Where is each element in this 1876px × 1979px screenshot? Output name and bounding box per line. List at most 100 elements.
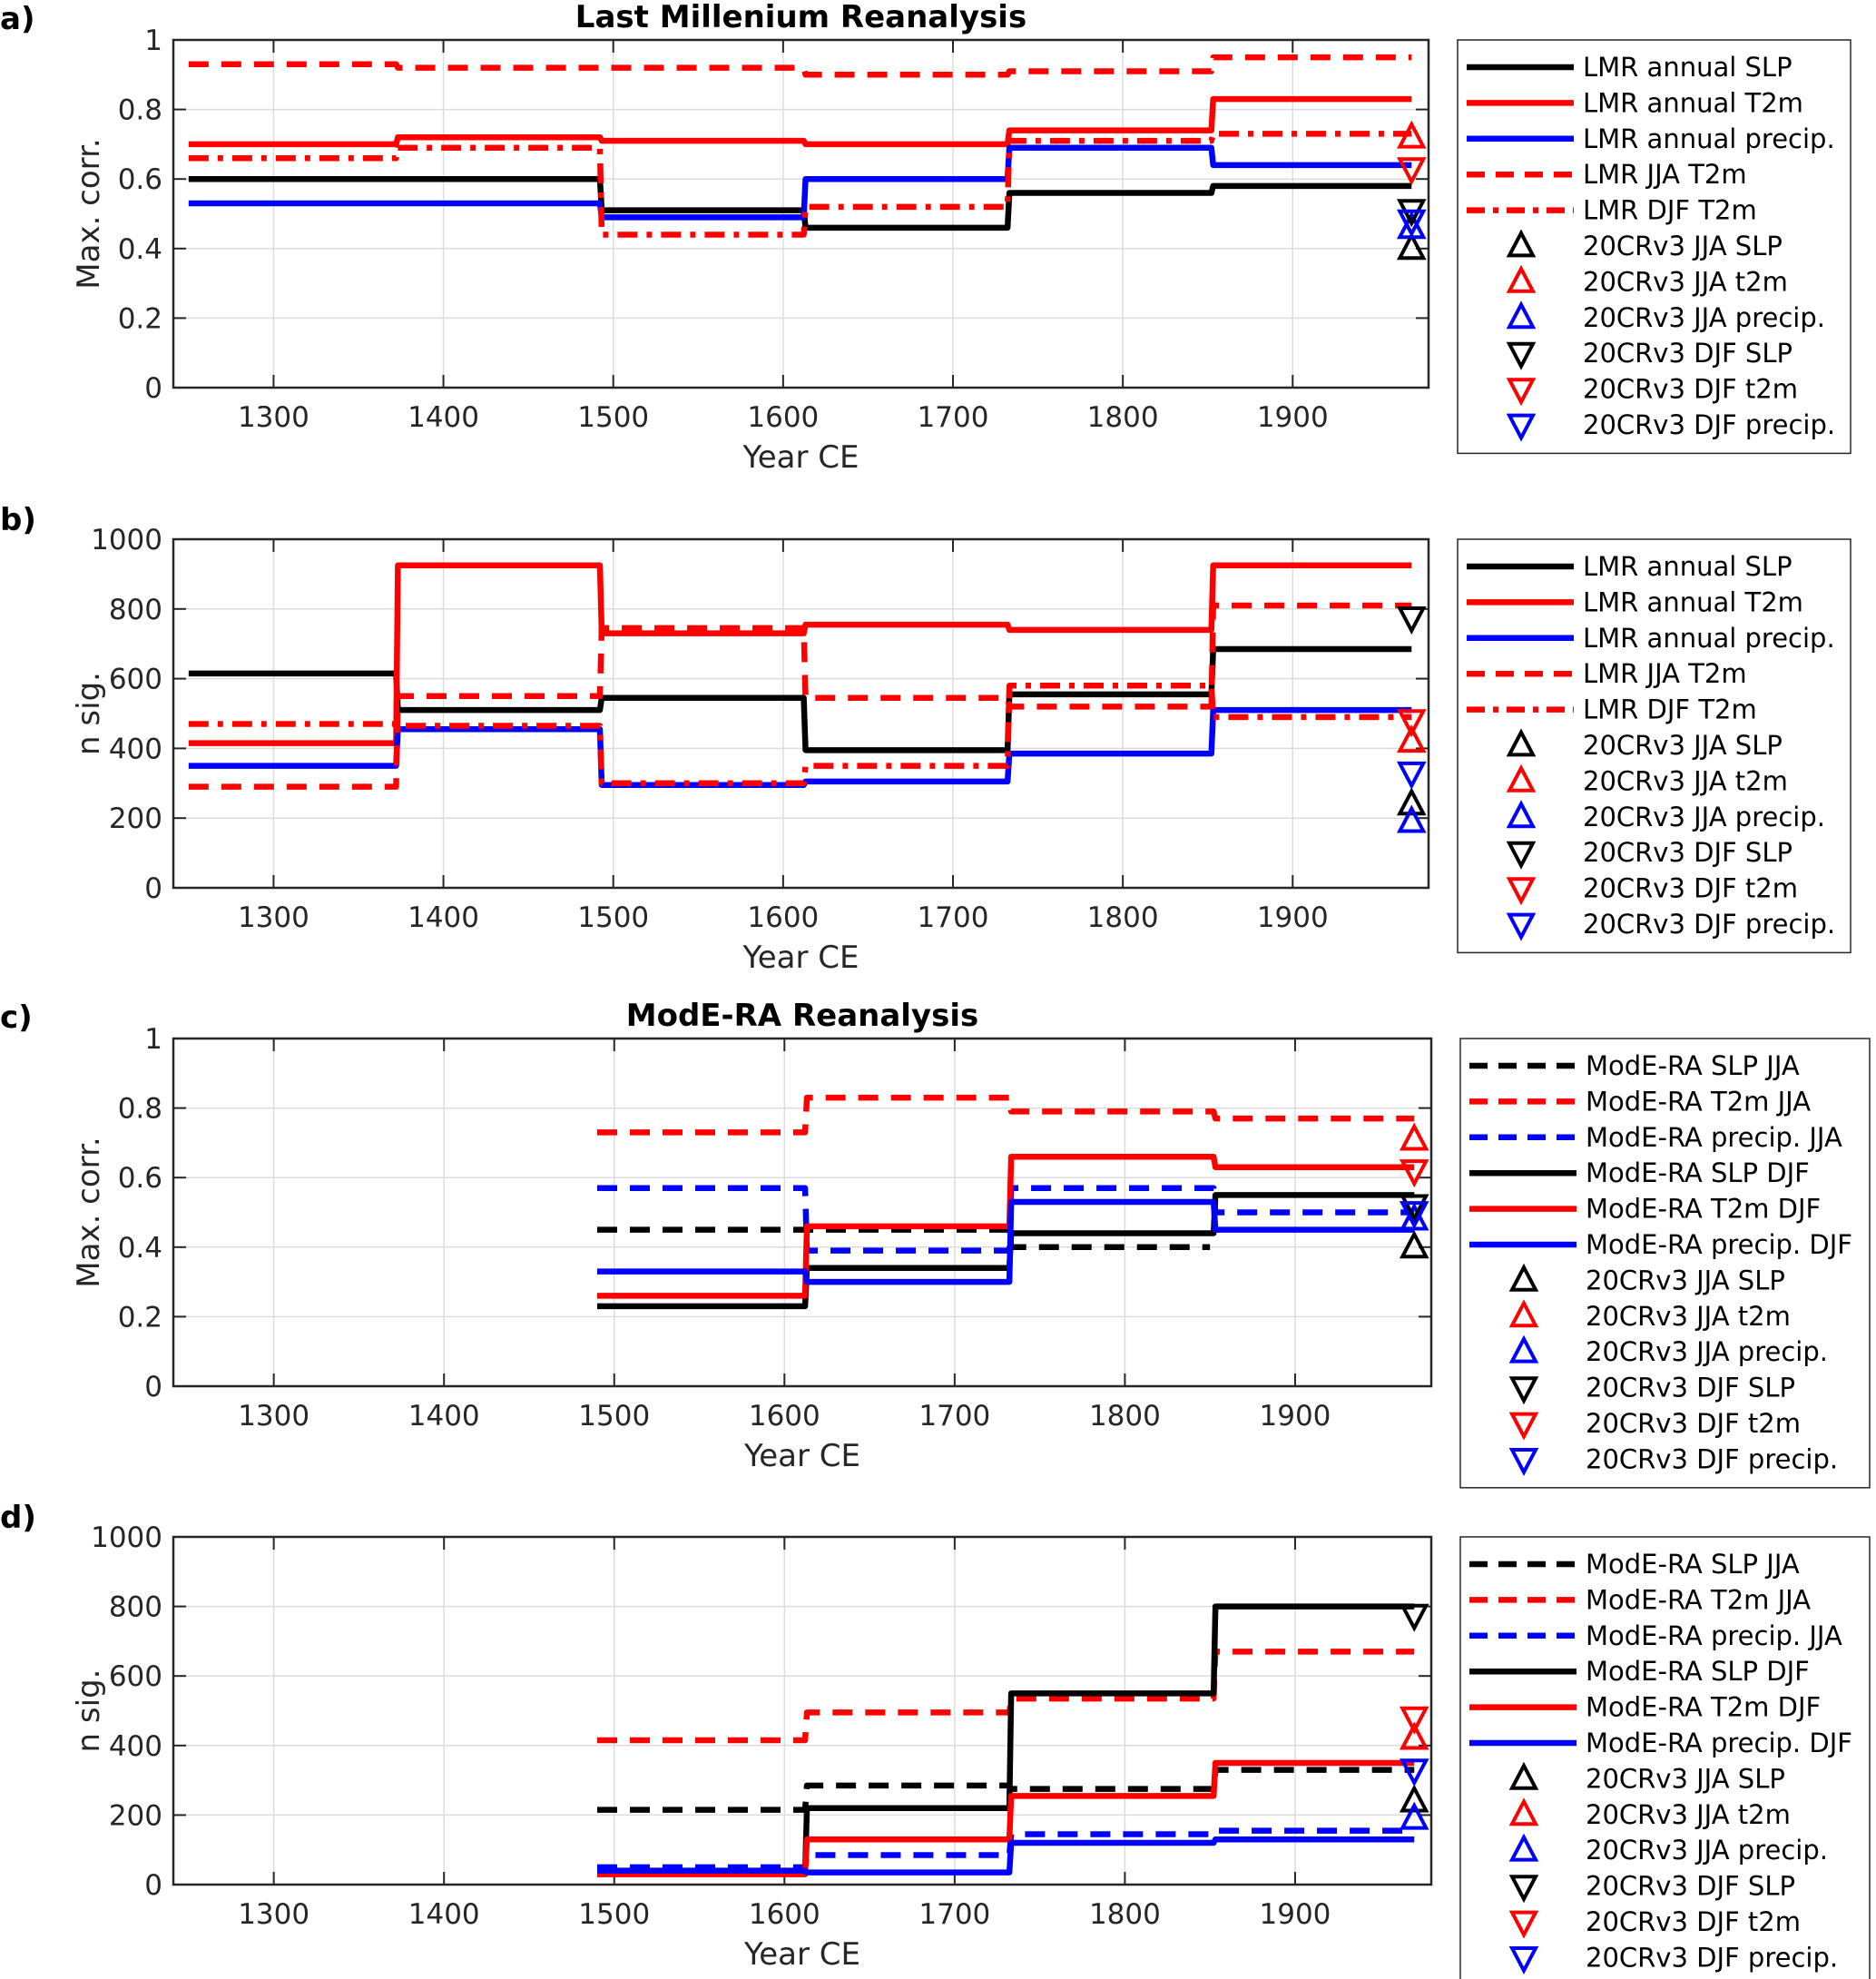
legend-label: ModE-RA precip. JJA [1586, 1122, 1842, 1153]
y-tick-label: 0.2 [118, 1301, 162, 1334]
legend-label: LMR annual SLP [1583, 551, 1793, 582]
marker-20crv3-jja-slp [1396, 231, 1427, 261]
legend-label: 20CRv3 DJF t2m [1586, 1408, 1801, 1439]
series-line-mode-ra-precip-djf [597, 1198, 1415, 1285]
y-tick-label: 0 [144, 1869, 162, 1902]
legend-label: 20CRv3 DJF precip. [1583, 409, 1835, 440]
y-tick-label: 1000 [91, 524, 162, 556]
panel-label: c) [0, 999, 33, 1036]
y-tick-label: 200 [109, 1799, 162, 1832]
y-tick-label: 0.6 [118, 163, 162, 196]
marker-20crv3-djf-precip- [1396, 761, 1427, 790]
marker-20crv3-jja-t2m [1396, 724, 1427, 753]
y-tick-label: 600 [109, 1660, 162, 1693]
legend: ModE-RA SLP JJA ModE-RA T2m JJA ModE-RA pr… [1459, 1536, 1871, 1979]
legend-label: 20CRv3 DJF precip. [1586, 1443, 1838, 1474]
legend-label: 20CRv3 JJA precip. [1583, 302, 1825, 333]
x-tick-label: 1900 [1260, 1898, 1331, 1931]
y-tick-label: 400 [109, 733, 162, 765]
axes-box [172, 1037, 1433, 1388]
panel-label: b) [0, 502, 36, 538]
x-tick-label: 1900 [1257, 401, 1329, 434]
legend-label: 20CRv3 DJF t2m [1583, 374, 1798, 405]
marker-20crv3-djf-slp [1399, 1194, 1429, 1223]
x-tick-label: 1400 [408, 1898, 480, 1931]
x-tick-label: 1900 [1257, 901, 1329, 934]
x-axis-label: Year CE [742, 439, 859, 476]
legend-label: 20CRv3 JJA SLP [1583, 231, 1783, 261]
legend: LMR annual SLP LMR annual T2m LMR annual p… [1457, 538, 1851, 954]
x-tick-label: 1300 [238, 1898, 309, 1931]
legend-marker-icon [1506, 877, 1537, 906]
marker-20crv3-jja-t2m [1399, 1122, 1429, 1151]
y-axis-label: Max. corr. [71, 1137, 107, 1287]
y-tick-label: 400 [109, 1730, 162, 1763]
x-tick-label: 1700 [918, 401, 989, 434]
series-line-lmr-jja-t2m [188, 602, 1412, 790]
chart-title: ModE-RA Reanalysis [626, 998, 978, 1034]
marker-20crv3-jja-t2m [1399, 1721, 1429, 1750]
legend-label: LMR annual precip. [1583, 123, 1835, 154]
legend-label: 20CRv3 JJA t2m [1583, 765, 1788, 796]
x-tick-label: 1300 [238, 901, 309, 934]
y-tick-label: 1 [144, 25, 162, 57]
x-tick-label: 1400 [408, 1400, 480, 1433]
series-line-lmr-annual-t2m [188, 95, 1412, 148]
legend-label: 20CRv3 JJA t2m [1586, 1301, 1791, 1332]
legend-label: ModE-RA T2m JJA [1586, 1086, 1811, 1117]
plot-area [173, 539, 1429, 888]
legend-marker-icon [1506, 841, 1537, 870]
x-tick-label: 1800 [1087, 401, 1159, 434]
chart-title: Last Millenium Reanalysis [575, 0, 1026, 35]
panel-c: 1300 1400 1500 1600 1700 1800 1900 0 0.2 0.4 0.6 0.… [0, 998, 1871, 1489]
legend-label: 20CRv3 JJA SLP [1583, 730, 1783, 761]
legend-marker-icon [1506, 800, 1537, 829]
y-tick-label: 0.8 [118, 1093, 162, 1126]
x-tick-label: 1500 [578, 1400, 650, 1433]
legend-marker-icon [1506, 229, 1537, 258]
axes-box [172, 38, 1430, 389]
y-tick-label: 600 [109, 664, 162, 696]
legend-marker-icon [1508, 1334, 1539, 1364]
series-line-mode-ra-t2m-jja [597, 1094, 1415, 1136]
x-tick-label: 1800 [1089, 1898, 1161, 1931]
legend-label: 20CRv3 JJA SLP [1586, 1265, 1785, 1295]
marker-20crv3-jja-slp [1396, 787, 1427, 816]
legend-label: 20CRv3 JJA precip. [1583, 802, 1825, 832]
marker-20crv3-djf-precip- [1396, 209, 1427, 238]
marker-20crv3-jja-t2m [1396, 120, 1427, 149]
panel-label: a) [0, 1, 34, 37]
legend-marker-icon [1506, 300, 1537, 330]
marker-20crv3-djf-slp [1396, 606, 1427, 635]
panel-d: 1300 1400 1500 1600 1700 1800 1900 0 200 400 600 80… [0, 1500, 1871, 1979]
legend-label: 20CRv3 DJF SLP [1583, 338, 1793, 369]
legend: LMR annual SLP LMR annual T2m LMR annual p… [1457, 39, 1851, 455]
legend-box [1459, 1536, 1871, 1979]
marker-20crv3-djf-slp [1399, 1603, 1429, 1632]
x-tick-label: 1500 [577, 901, 649, 934]
y-tick-label: 0.4 [118, 233, 162, 266]
y-tick-label: 0 [144, 872, 162, 905]
legend-marker-icon [1508, 1761, 1539, 1790]
legend-marker-icon [1508, 1299, 1539, 1328]
legend-label: LMR DJF T2m [1583, 694, 1757, 725]
axes-box [172, 1535, 1433, 1886]
y-tick-label: 0.4 [118, 1232, 162, 1265]
y-axis-label: n sig. [71, 1669, 107, 1753]
legend-label: 20CRv3 DJF SLP [1583, 837, 1793, 868]
marker-20crv3-djf-precip- [1399, 1758, 1429, 1787]
series-line-lmr-jja-t2m [188, 54, 1412, 78]
plot-area [173, 1537, 1431, 1885]
legend-label: 20CRv3 DJF precip. [1583, 909, 1835, 940]
legend-box [1457, 39, 1851, 455]
legend-label: LMR annual T2m [1583, 586, 1803, 617]
y-axis-label: Max. corr. [71, 138, 107, 289]
legend-label: LMR annual T2m [1583, 87, 1803, 118]
legend-marker-icon [1508, 1833, 1539, 1862]
panel-a: 1300 1400 1500 1600 1700 1800 1900 0 0.2 0.4 0.6 0.… [0, 0, 1851, 476]
y-tick-label: 200 [109, 802, 162, 835]
x-tick-label: 1700 [918, 1898, 990, 1931]
x-tick-label: 1600 [749, 1898, 820, 1931]
legend-marker-icon [1508, 1412, 1539, 1441]
y-tick-label: 0 [144, 372, 162, 405]
